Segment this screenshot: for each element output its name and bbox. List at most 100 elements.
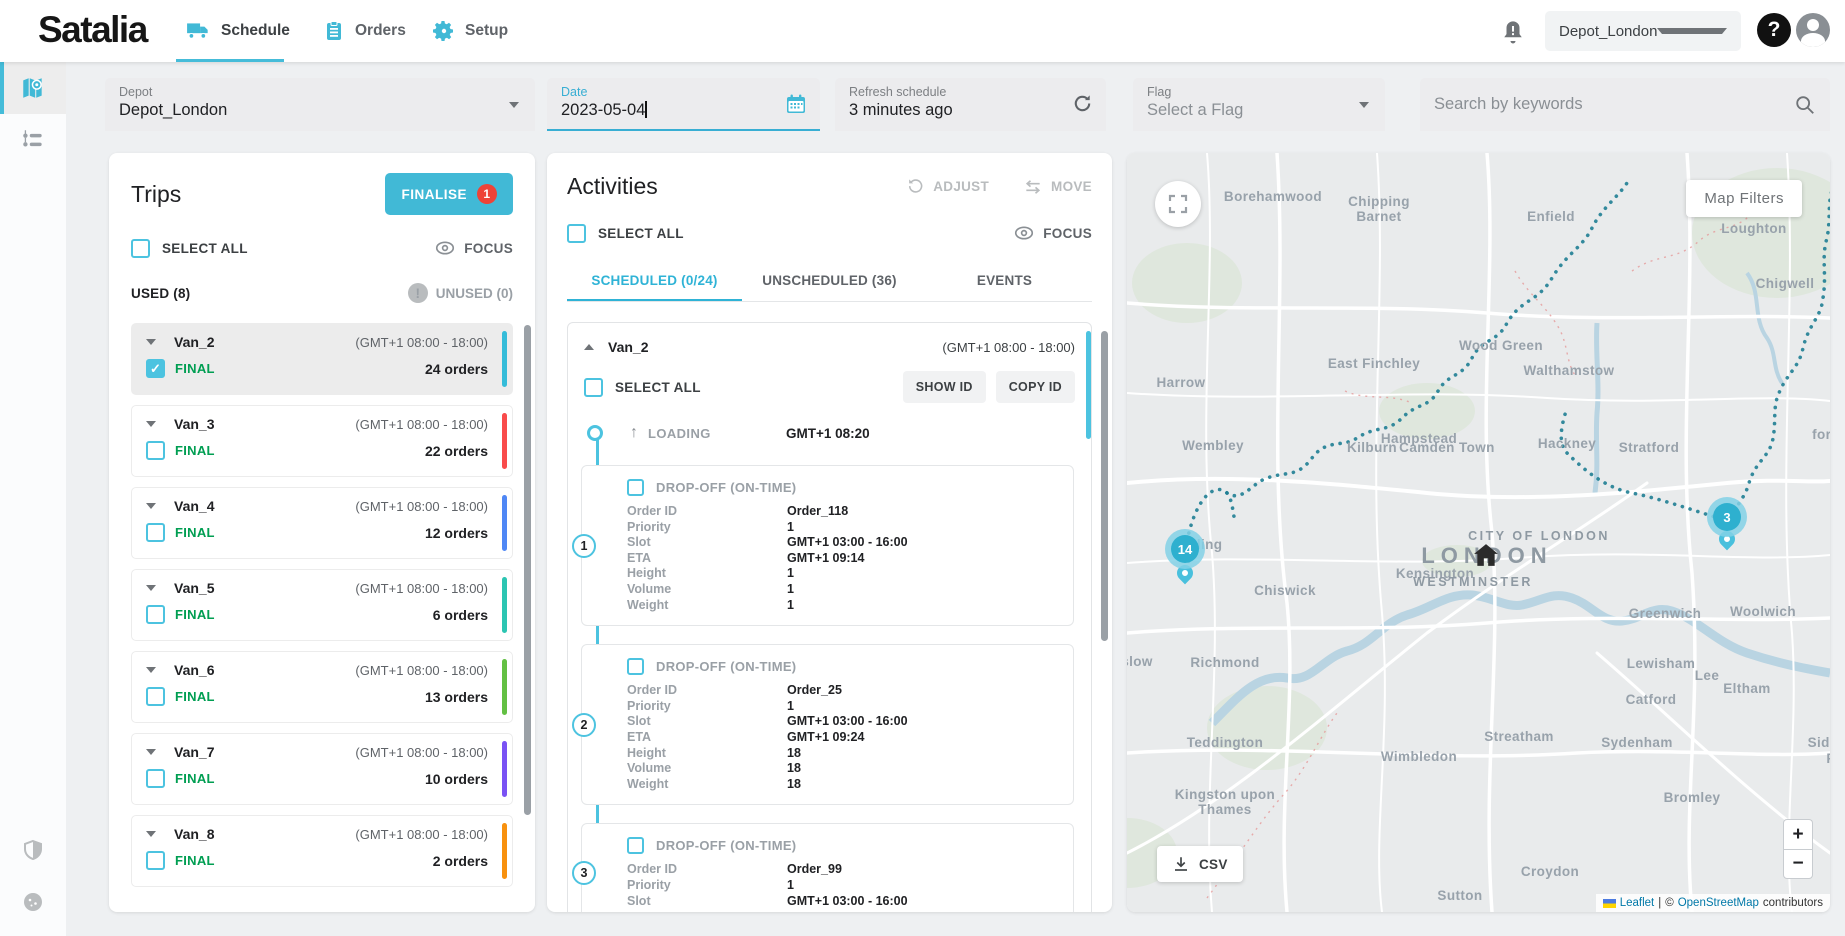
map-filters-button[interactable]: Map Filters bbox=[1686, 180, 1802, 217]
eye-icon bbox=[436, 241, 455, 255]
sidebar-item-map[interactable] bbox=[0, 62, 66, 114]
help-button[interactable]: ? bbox=[1757, 13, 1791, 47]
tab-unscheduled[interactable]: UNSCHEDULED (36) bbox=[762, 273, 897, 288]
trip-checkbox[interactable] bbox=[146, 605, 165, 624]
show-id-button[interactable]: SHOW ID bbox=[902, 371, 986, 403]
sidebar-item-cookies[interactable] bbox=[0, 876, 66, 928]
zoom-in-button[interactable]: + bbox=[1783, 819, 1813, 849]
move-button[interactable]: MOVE bbox=[1023, 177, 1092, 197]
date-filter[interactable]: Date 2023-05-04 bbox=[547, 78, 820, 131]
top-navbar: Satalia Schedule Orders Setup Depot_Lond… bbox=[0, 0, 1845, 62]
refresh-icon[interactable] bbox=[1071, 92, 1094, 115]
activity-checkbox[interactable] bbox=[627, 658, 644, 676]
map-place-label: Wimbledon bbox=[1381, 749, 1457, 764]
trip-checkbox[interactable] bbox=[146, 769, 165, 788]
depot-filter[interactable]: Depot Depot_London bbox=[105, 78, 535, 131]
activity-card[interactable]: 2 DROP-OFF (ON-TIME) Order ID Order_25 Pr… bbox=[572, 644, 1074, 806]
map-cluster-marker[interactable]: 3 bbox=[1707, 497, 1747, 537]
map-expand-button[interactable] bbox=[1155, 181, 1201, 227]
group-select-all-checkbox[interactable] bbox=[584, 377, 603, 397]
notifications-icon[interactable] bbox=[1498, 16, 1528, 46]
trips-panel: Trips FINALISE 1 SELECT ALL FOCUS USED (… bbox=[109, 153, 535, 912]
chevron-up-icon[interactable] bbox=[584, 344, 594, 350]
used-tab[interactable]: USED (8) bbox=[131, 285, 191, 301]
map-place-label: Barnet bbox=[1356, 209, 1401, 224]
trip-row[interactable]: Van_2 (GMT+1 08:00 - 18:00) FINAL 24 order… bbox=[131, 323, 513, 395]
trips-focus-button[interactable]: FOCUS bbox=[434, 237, 513, 259]
leaflet-link[interactable]: Leaflet bbox=[1619, 897, 1655, 909]
chevron-down-icon[interactable] bbox=[146, 503, 156, 509]
unused-tab[interactable]: ! UNUSED (0) bbox=[407, 283, 513, 303]
activities-scrollbar[interactable] bbox=[1101, 331, 1108, 641]
field-value: GMT+1 09:24 bbox=[787, 729, 865, 744]
activity-checkbox[interactable] bbox=[627, 479, 644, 496]
trip-row[interactable]: Van_7 (GMT+1 08:00 - 18:00) FINAL 10 order… bbox=[131, 733, 513, 805]
field-value: GMT+1 03:00 - 16:00 bbox=[787, 714, 908, 729]
trip-checkbox[interactable] bbox=[146, 851, 165, 870]
map-place-label: Fo bbox=[1826, 751, 1830, 766]
search-icon[interactable] bbox=[1794, 94, 1816, 116]
csv-export-button[interactable]: CSV bbox=[1157, 846, 1243, 882]
field-label: Priority bbox=[627, 519, 671, 534]
route-list-icon bbox=[23, 130, 42, 147]
finalise-button[interactable]: FINALISE 1 bbox=[385, 173, 513, 215]
trip-color-stripe bbox=[502, 495, 507, 551]
map-place-label: Chigwell bbox=[1756, 276, 1815, 291]
depot-select[interactable]: Depot_London bbox=[1545, 11, 1741, 51]
activity-card[interactable]: 1 DROP-OFF (ON-TIME) Order ID Order_118 P… bbox=[572, 465, 1074, 627]
map-zoom-control: + − bbox=[1783, 819, 1813, 879]
chevron-down-icon[interactable] bbox=[146, 585, 156, 591]
chevron-down-icon[interactable] bbox=[146, 667, 156, 673]
activity-checkbox[interactable] bbox=[627, 837, 644, 855]
osm-link[interactable]: OpenStreetMap bbox=[1677, 897, 1759, 909]
tab-orders[interactable]: Orders bbox=[322, 0, 406, 62]
map-cluster-marker[interactable]: 14 bbox=[1165, 529, 1205, 569]
trip-row[interactable]: Van_4 (GMT+1 08:00 - 18:00) FINAL 12 order… bbox=[131, 487, 513, 559]
refresh-schedule[interactable]: Refresh schedule 3 minutes ago bbox=[835, 78, 1106, 131]
chevron-down-icon[interactable] bbox=[146, 421, 156, 427]
activities-focus-button[interactable]: FOCUS bbox=[1013, 222, 1092, 244]
trip-checkbox[interactable] bbox=[146, 359, 165, 378]
chevron-down-icon[interactable] bbox=[146, 339, 156, 345]
leaflet-map[interactable]: Borehamwood Chipping Barnet Enfield Loughton… bbox=[1127, 153, 1830, 912]
search-box[interactable]: Search by keywords bbox=[1420, 78, 1830, 131]
sidebar-item-privacy[interactable] bbox=[0, 824, 66, 876]
date-filter-value: 2023-05-04 bbox=[561, 101, 646, 119]
tab-setup[interactable]: Setup bbox=[432, 0, 508, 62]
activities-select-all-checkbox[interactable] bbox=[567, 223, 586, 243]
trip-name: Van_3 bbox=[174, 416, 215, 432]
trips-select-all-checkbox[interactable] bbox=[131, 238, 150, 258]
activity-card[interactable]: 3 DROP-OFF (ON-TIME) Order ID Order_99 Pr… bbox=[572, 823, 1074, 912]
map-panel: Borehamwood Chipping Barnet Enfield Loughton… bbox=[1127, 153, 1830, 912]
tab-events[interactable]: EVENTS bbox=[976, 273, 1033, 288]
trip-checkbox[interactable] bbox=[146, 441, 165, 460]
search-placeholder: Search by keywords bbox=[1434, 95, 1583, 113]
sidebar-item-timeline[interactable] bbox=[0, 114, 66, 166]
tab-scheduled[interactable]: SCHEDULED (0/24) bbox=[567, 260, 742, 301]
calendar-icon[interactable] bbox=[784, 92, 808, 116]
field-label: Weight bbox=[627, 776, 669, 791]
trip-row[interactable]: Van_6 (GMT+1 08:00 - 18:00) FINAL 13 order… bbox=[131, 651, 513, 723]
adjust-button[interactable]: ADJUST bbox=[906, 177, 989, 197]
map-place-label: East Finchley bbox=[1328, 356, 1420, 371]
user-avatar[interactable] bbox=[1796, 13, 1830, 47]
trip-checkbox[interactable] bbox=[146, 687, 165, 706]
chevron-down-icon[interactable] bbox=[146, 749, 156, 755]
trip-row[interactable]: Van_5 (GMT+1 08:00 - 18:00) FINAL 6 orders bbox=[131, 569, 513, 641]
tab-schedule[interactable]: Schedule bbox=[186, 0, 290, 62]
field-value: 1 bbox=[787, 877, 794, 892]
chevron-down-icon[interactable] bbox=[146, 831, 156, 837]
trips-scrollbar[interactable] bbox=[524, 325, 531, 815]
zoom-out-button[interactable]: − bbox=[1783, 849, 1813, 879]
trip-row[interactable]: Van_3 (GMT+1 08:00 - 18:00) FINAL 22 order… bbox=[131, 405, 513, 477]
depot-home-marker[interactable] bbox=[1473, 543, 1499, 567]
move-arrows-icon bbox=[1025, 179, 1041, 194]
trip-name: Van_6 bbox=[174, 662, 215, 678]
flag-filter[interactable]: Flag Select a Flag bbox=[1133, 78, 1385, 131]
trip-name: Van_2 bbox=[174, 334, 215, 350]
trip-checkbox[interactable] bbox=[146, 523, 165, 542]
cluster-count: 3 bbox=[1713, 503, 1741, 531]
copy-id-button[interactable]: COPY ID bbox=[995, 371, 1075, 403]
loading-event[interactable]: ↑ LOADING GMT+1 08:20 bbox=[568, 415, 1091, 451]
trip-row[interactable]: Van_8 (GMT+1 08:00 - 18:00) FINAL 2 orders bbox=[131, 815, 513, 887]
